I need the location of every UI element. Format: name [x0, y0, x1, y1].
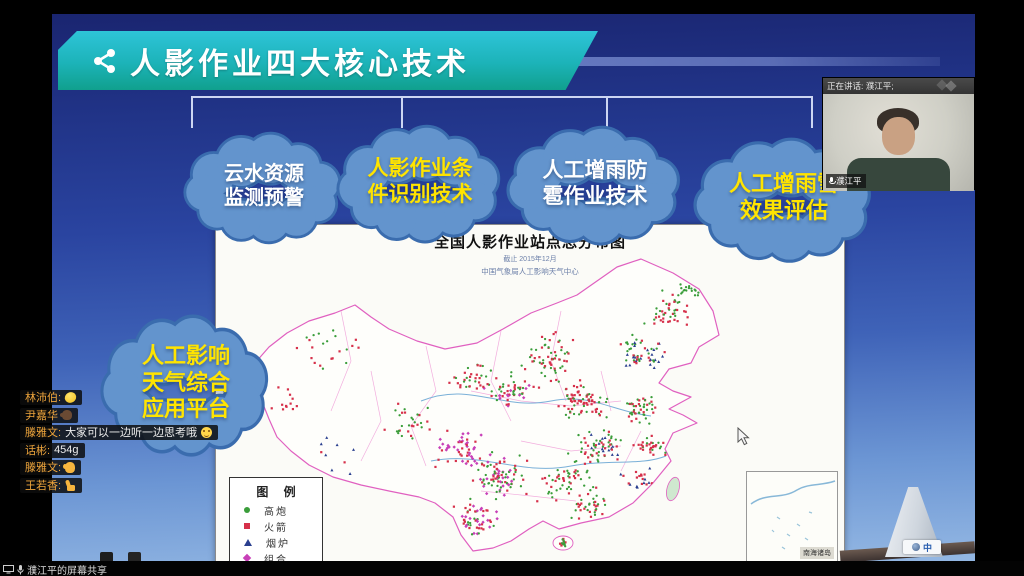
cloud-callout-platform: 人工影响 天气综合 应用平台	[100, 316, 272, 450]
microphone-icon	[829, 177, 834, 185]
speaker-nametag: 濮江平	[826, 174, 866, 188]
taskbar-icon[interactable]	[100, 552, 113, 563]
meeting-logo-icon	[936, 79, 960, 92]
map-subtitle-date: 截止 2015年12月	[503, 256, 557, 263]
airline-logo-badge: 中	[903, 540, 941, 554]
south-china-sea-inset: 南海诸岛	[746, 471, 838, 563]
map-subtitle-org: 中国气象局人工影响天气中心	[481, 267, 579, 276]
legend-item: 火箭	[244, 520, 288, 534]
speaking-label: 正在讲话: 濮江平;	[827, 81, 894, 91]
bracket-tick	[401, 96, 403, 128]
station-dots	[270, 283, 702, 536]
chat-message: 话彬: 454g	[20, 443, 85, 458]
thumbs-up-emoji	[65, 480, 76, 491]
smile-emoji	[201, 426, 213, 438]
inset-label: 南海诸岛	[800, 547, 834, 559]
taskbar-icon[interactable]	[128, 552, 141, 563]
bracket-line	[191, 96, 813, 98]
lemon-emoji	[63, 390, 78, 404]
hand-emoji	[63, 461, 76, 473]
letterbox-right	[975, 14, 1024, 561]
chat-message: 尹嘉华	[20, 408, 78, 423]
mic-icon	[17, 564, 24, 574]
bracket-tick	[191, 96, 193, 128]
speaker-face	[881, 117, 915, 156]
speaking-indicator-bar[interactable]: 正在讲话: 濮江平;	[823, 78, 974, 94]
cloud-text: 人影作业条 件识别技术	[367, 157, 473, 206]
inset-svg	[750, 480, 836, 554]
legend-item: 烟炉	[244, 536, 290, 550]
china-map-svg	[254, 258, 720, 552]
cloud-callout-rain-hail: 人工增雨防 雹作业技术	[506, 127, 684, 240]
legend-title: 图 例	[256, 485, 302, 499]
rocket-marker	[244, 523, 250, 529]
bracket-tick	[811, 96, 813, 128]
letterbox-top	[0, 0, 1024, 14]
share-label: 濮江平的屏幕共享	[27, 566, 107, 576]
speaker-video-feed[interactable]: 濮江平	[823, 94, 974, 191]
screen-icon	[3, 565, 14, 574]
chat-message: 王若香:	[20, 478, 83, 493]
chat-message: 林沛伯:	[20, 390, 83, 405]
bracket-tick	[606, 96, 608, 128]
cloud-callout-condition-id: 人影作业条 件识别技术	[336, 126, 504, 238]
gun-marker	[244, 507, 250, 513]
speaker-video-window[interactable]: 正在讲话: 濮江平; 濮江平	[822, 77, 975, 191]
map-legend: 图 例 高炮 火箭 烟炉 组合	[229, 477, 323, 567]
cloud-text: 云水资源 监测预警	[224, 162, 304, 209]
taiwan-island	[666, 476, 680, 502]
globe-icon	[911, 543, 920, 551]
china-station-map: 全国人影作业站点总分布图 截止 2015年12月 中国气象局人工影响天气中心	[215, 224, 845, 570]
share-nodes-icon	[94, 48, 115, 73]
station-dots-hainan	[558, 537, 567, 548]
cloud-text: 人工影响 天气综合 应用平台	[141, 342, 230, 422]
screen-share-status: 濮江平的屏幕共享	[3, 562, 107, 576]
mouse-cursor	[737, 427, 750, 446]
bottom-status-bar	[0, 561, 1024, 576]
badge-text: 中	[922, 542, 932, 553]
cloud-callout-effect-eval: 人工增雨雪 效果评估	[693, 139, 875, 257]
cloud-text: 人工增雨防 雹作业技术	[542, 158, 648, 208]
cloud-callout-cloud-water: 云水资源 监测预警	[183, 133, 345, 239]
furnace-marker	[244, 538, 252, 546]
legend-item: 高炮	[244, 504, 288, 518]
chat-message: 滕雅文:	[20, 460, 82, 475]
speaker-name: 濮江平	[836, 176, 862, 186]
legend-item: 组合	[242, 552, 288, 566]
cloud-text: 人工增雨雪 效果评估	[728, 171, 839, 223]
slide-title: 人影作业四大核心技术	[130, 47, 470, 81]
hand-emoji	[60, 410, 72, 420]
chat-message: 滕雅文: 大家可以一边听一边思考哦	[20, 425, 219, 440]
decor-stripe	[560, 57, 940, 66]
slide-title-banner: 人影作业四大核心技术	[58, 31, 598, 90]
